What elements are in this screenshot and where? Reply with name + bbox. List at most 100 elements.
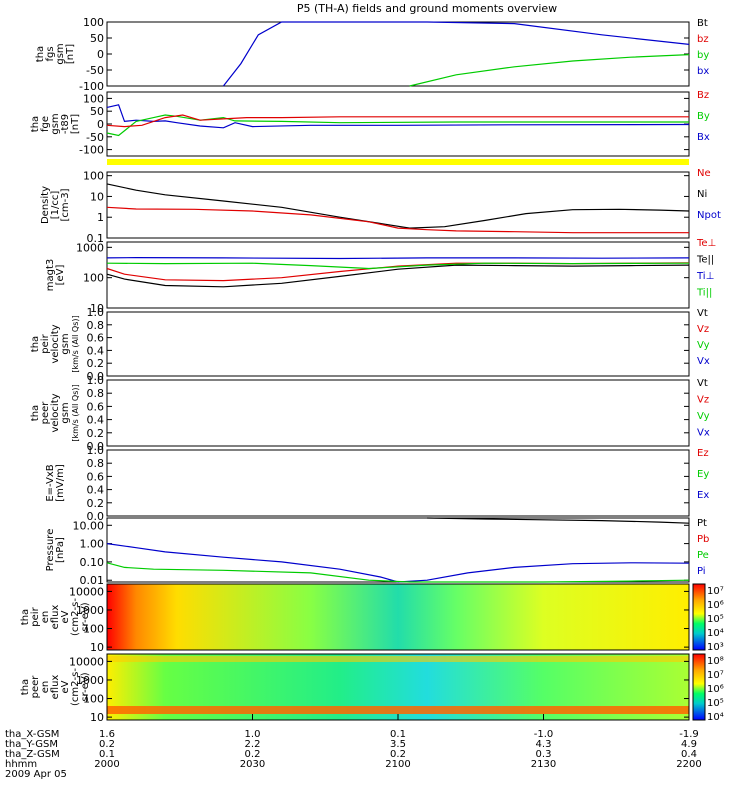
- series-line-Bx: [106, 104, 690, 129]
- series-line-Pt: [427, 517, 690, 524]
- y-axis-label: peer: [40, 401, 51, 425]
- y-tick-label: 0.0: [87, 510, 105, 523]
- legend-item: Vz: [697, 395, 709, 406]
- legend-item: Npot: [697, 210, 721, 221]
- x-tick-label: 2030: [240, 759, 265, 770]
- legend-item: Pi: [697, 566, 706, 577]
- y-axis-label: [eV]: [55, 265, 66, 286]
- y-tick-label: 0.0: [87, 440, 105, 453]
- y-axis-label: eV: [60, 680, 71, 693]
- colorbar-label: 10³: [707, 642, 724, 653]
- y-tick-label: 100: [83, 16, 104, 29]
- colorbar-label: 10⁷: [707, 586, 724, 597]
- series-line-Ne: [106, 206, 689, 234]
- y-axis-label: [nPa]: [55, 537, 66, 563]
- y-tick-label: 100: [83, 693, 104, 706]
- y-axis-label: magt3: [45, 259, 56, 292]
- y-axis-label: eflux: [50, 675, 61, 700]
- y-tick-label: 10: [90, 190, 104, 203]
- y-tick-label: 0.8: [87, 319, 105, 332]
- colorbar-label: 10⁷: [707, 670, 724, 681]
- y-axis-label: gsm: [50, 113, 61, 134]
- y-tick-label: 50: [90, 32, 104, 45]
- y-axis-label: velocity: [50, 393, 61, 432]
- y-tick-label: 1000: [76, 674, 104, 687]
- colorbar-label: 10⁴: [707, 712, 724, 723]
- y-tick-label: 1.0: [87, 306, 105, 319]
- y-tick-label: 100: [83, 272, 104, 285]
- y-axis-label: tha: [20, 609, 31, 625]
- colorbar: [692, 653, 706, 721]
- y-tick-label: 0.1: [87, 232, 105, 245]
- colorbar-label: 10⁸: [707, 656, 724, 667]
- y-axis-label: [mV/m]: [55, 464, 66, 502]
- spectrogram-fill: [107, 584, 689, 650]
- y-axis-label: [nT]: [70, 114, 81, 134]
- x-tick-label: 0.1: [99, 749, 115, 760]
- legend-item: Vx: [697, 356, 710, 367]
- legend-item: Ex: [697, 490, 709, 501]
- y-tick-label: 0: [97, 48, 104, 61]
- quality-flag-bar: [107, 159, 689, 165]
- y-tick-label: 50: [90, 105, 104, 118]
- panel-frame: [106, 311, 690, 377]
- legend-item: bz: [697, 34, 709, 45]
- panel-frame: [106, 91, 690, 157]
- series-line-Pi: [106, 543, 690, 583]
- y-tick-label: 0.4: [87, 344, 105, 357]
- plot-title: P5 (TH-A) fields and ground moments over…: [297, 2, 557, 15]
- y-axis-label: [cm-3]: [60, 188, 71, 221]
- legend-item: Ni: [697, 189, 707, 200]
- x-tick-label: 4.9: [681, 739, 697, 750]
- legend-item: Pb: [697, 534, 709, 545]
- y-tick-label: -50: [86, 64, 104, 77]
- y-tick-label: 0.6: [87, 470, 105, 483]
- y-axis-label: tha: [35, 46, 46, 62]
- legend-item: Ne: [697, 168, 711, 179]
- y-tick-label: 0.2: [87, 427, 105, 440]
- y-axis-label: peir: [30, 606, 41, 626]
- legend-item: Bx: [697, 132, 710, 143]
- colorbar-label: 10⁶: [707, 600, 724, 611]
- y-axis-label: [1/cc]: [50, 191, 61, 220]
- y-axis-label: tha: [30, 405, 41, 421]
- x-row-label: tha_X-GSM: [5, 729, 59, 740]
- y-axis-label: fge: [40, 116, 51, 132]
- legend-item: Vt: [697, 308, 708, 319]
- y-tick-label: 10000: [69, 585, 104, 598]
- y-axis-label: tha: [30, 116, 41, 132]
- y-tick-label: -100: [79, 80, 104, 93]
- x-tick-label: 0.2: [390, 749, 406, 760]
- x-tick-label: 0.3: [536, 749, 552, 760]
- y-axis-label: gsm: [60, 402, 71, 423]
- y-tick-label: 0.8: [87, 457, 105, 470]
- y-axis-label: [nT]: [65, 44, 76, 64]
- legend-item: Bz: [697, 90, 709, 101]
- legend-item: Ez: [697, 448, 709, 459]
- legend-item: Vy: [697, 340, 710, 351]
- series-line-Ti⊥: [106, 256, 690, 260]
- x-tick-label: -1.9: [679, 729, 699, 740]
- x-tick-label: 2200: [676, 759, 701, 770]
- legend-item: Ey: [697, 469, 709, 480]
- y-axis-label: gsm: [55, 43, 66, 64]
- panel-frame: [106, 241, 690, 309]
- x-tick-label: 1.0: [245, 729, 261, 740]
- y-tick-label: -100: [79, 144, 104, 157]
- y-tick-label: 0.6: [87, 332, 105, 345]
- x-tick-label: 0.2: [245, 749, 261, 760]
- y-axis-label: [km/s (All Qs)]: [71, 315, 80, 372]
- y-axis-label: tha: [30, 336, 41, 352]
- x-tick-label: 2000: [94, 759, 119, 770]
- y-tick-label: 0.10: [80, 556, 105, 569]
- x-tick-label: 2.2: [245, 739, 261, 750]
- panel-frame: [106, 449, 690, 517]
- x-date-label: 2009 Apr 05: [5, 769, 67, 780]
- x-tick-label: 0.2: [99, 739, 115, 750]
- panel-frame: [106, 517, 690, 583]
- y-tick-label: 0.6: [87, 400, 105, 413]
- y-tick-label: 0.2: [87, 357, 105, 370]
- y-tick-label: 10: [90, 641, 104, 654]
- y-axis-label: Pressure: [45, 529, 56, 572]
- y-tick-label: 100: [83, 170, 104, 183]
